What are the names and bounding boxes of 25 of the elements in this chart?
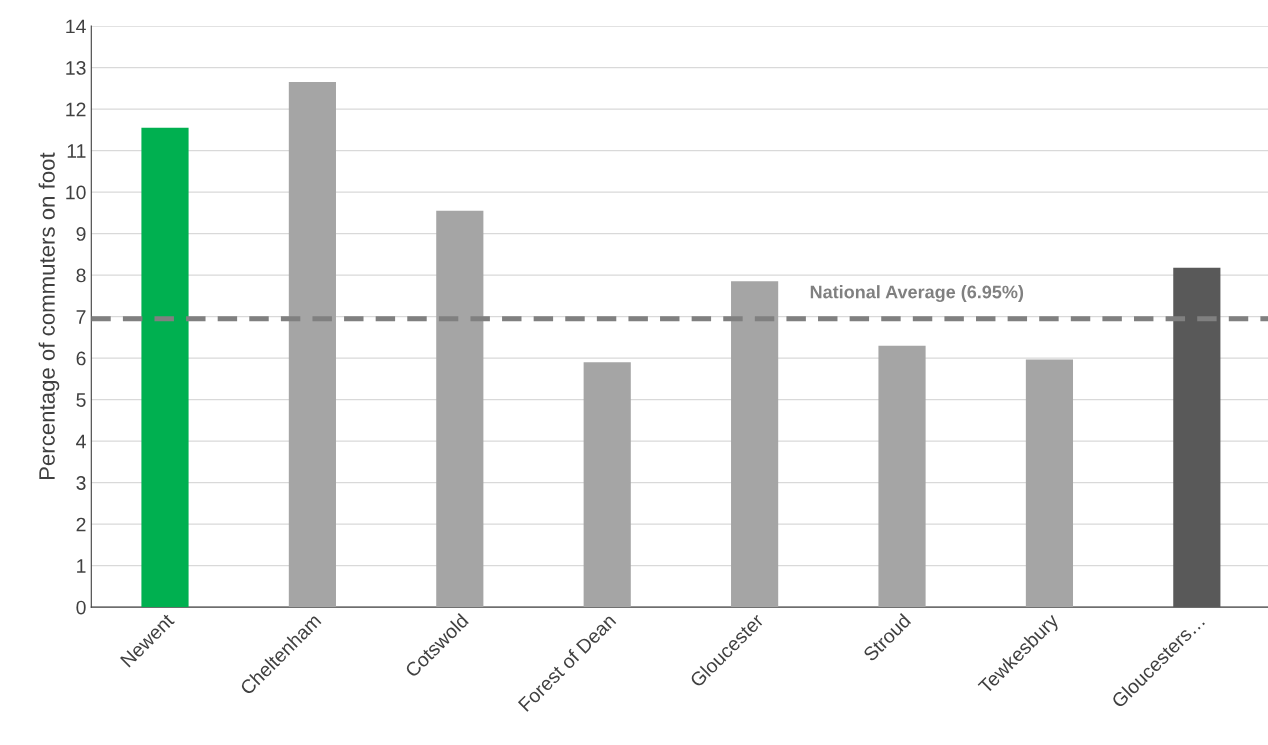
bar [878, 345, 926, 608]
y-tick-label: 3 [76, 476, 86, 490]
y-tick-label: 1 [77, 559, 86, 573]
bar [288, 82, 336, 608]
y-tick-label: 13 [66, 61, 86, 75]
ref-line-label: National Average (6.95%) [810, 285, 1024, 303]
bar [1173, 267, 1221, 608]
bar [583, 362, 631, 608]
bar [141, 127, 189, 608]
bar [731, 281, 779, 608]
y-tick-label: 9 [76, 227, 86, 241]
y-tick-label: 14 [66, 19, 86, 34]
y-tick-label: 2 [76, 517, 86, 532]
y-tick-label: 10 [66, 185, 86, 200]
y-tick-label: 8 [76, 268, 86, 283]
y-tick-label: 5 [76, 393, 86, 407]
y-tick-label: 12 [66, 102, 86, 117]
y-tick-label: 7 [76, 310, 86, 324]
y-tick-label: 11 [67, 144, 86, 158]
y-tick-label: 4 [76, 434, 86, 449]
y-tick-label: 6 [76, 351, 86, 366]
bar [436, 210, 484, 608]
y-axis-title: Percentage of commuters on foot [38, 152, 60, 480]
y-tick-label: 0 [76, 600, 86, 615]
bar [1025, 359, 1074, 608]
